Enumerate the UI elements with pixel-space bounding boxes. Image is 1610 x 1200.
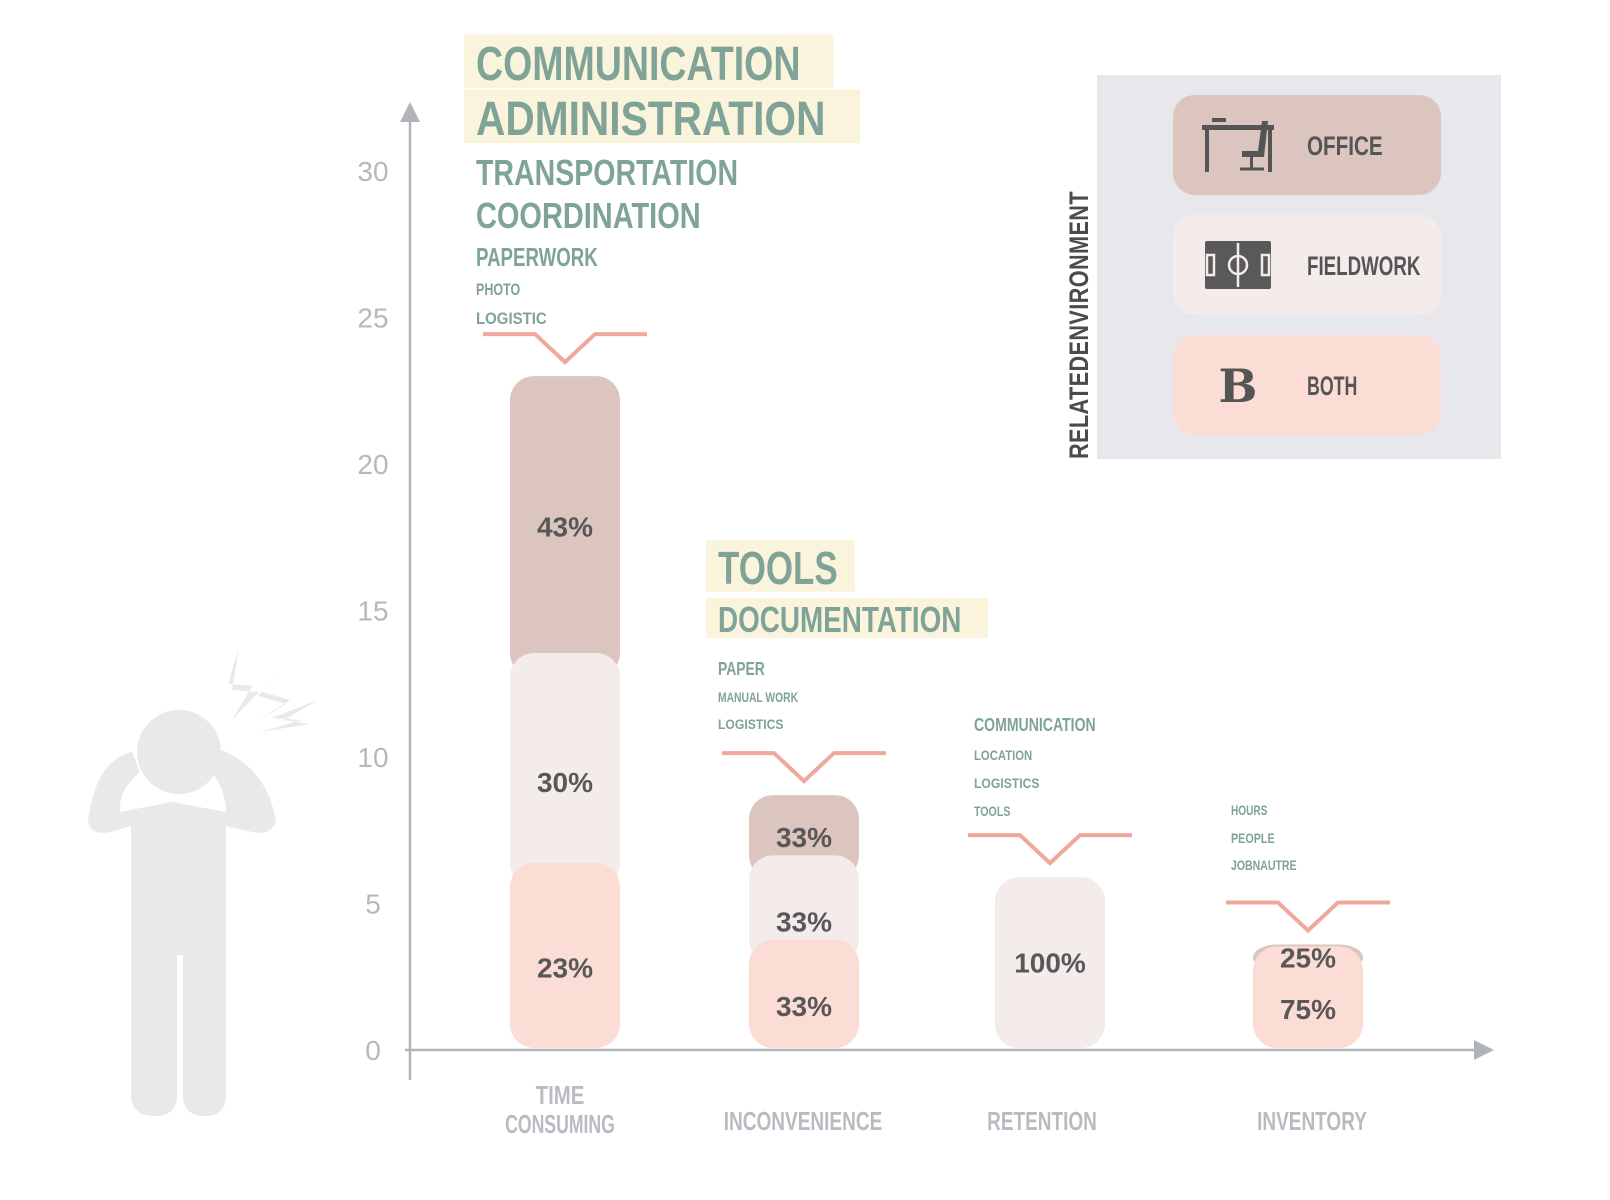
keyword-label: LOGISTICS bbox=[974, 775, 1040, 791]
y-tick-label: 25 bbox=[357, 303, 388, 334]
field-pitch-icon bbox=[1205, 241, 1271, 289]
keyword-label: HOURS bbox=[1231, 802, 1267, 818]
svg-text:B: B bbox=[1219, 359, 1258, 413]
bar-segment-field bbox=[995, 877, 1105, 1048]
category-label: RETENTION bbox=[987, 1106, 1097, 1136]
legend-item-label: BOTH bbox=[1307, 371, 1357, 401]
keyword-label: PAPER bbox=[718, 659, 765, 679]
segment-percent-label: 23% bbox=[537, 953, 593, 984]
category-label: CONSUMING bbox=[505, 1109, 615, 1139]
y-ticks: 0 5 10 15 20 25 30 bbox=[357, 156, 388, 1066]
y-axis-arrow bbox=[400, 102, 420, 122]
keyword-label: COMMUNICATION bbox=[476, 38, 800, 91]
segment-percent-label: 25% bbox=[1280, 942, 1336, 973]
keyword-label: COORDINATION bbox=[476, 195, 701, 236]
category-label: TIME bbox=[536, 1080, 585, 1110]
keyword-lists: COMMUNICATIONADMINISTRATIONTRANSPORTATIO… bbox=[464, 34, 1297, 873]
keyword-label: ADMINISTRATION bbox=[476, 93, 825, 146]
keyword-highlight bbox=[706, 540, 855, 592]
bar-segment-office bbox=[510, 376, 620, 678]
legend-item-field: FIELDWORK bbox=[1173, 215, 1441, 315]
segment-percent-label: 100% bbox=[1014, 948, 1086, 979]
keyword-label: PHOTO bbox=[476, 280, 520, 299]
legend: RELATEDENVIRONMENT OFFICE FIELDWORK B BOTH bbox=[1064, 75, 1501, 459]
y-tick-label: 5 bbox=[365, 889, 381, 920]
keyword-label: DOCUMENTATION bbox=[718, 599, 961, 640]
segment-percent-label: 33% bbox=[776, 907, 832, 938]
keyword-label: COMMUNICATION bbox=[974, 715, 1096, 735]
bold-b-icon: B bbox=[1219, 359, 1258, 413]
bar-segment-field bbox=[510, 653, 620, 888]
bar-bracket bbox=[968, 833, 1132, 866]
legend-item-both: B BOTH bbox=[1173, 335, 1441, 435]
bar-segment-both bbox=[1253, 946, 1363, 1048]
bar-bracket bbox=[483, 332, 647, 365]
legend-swatch bbox=[1173, 215, 1441, 315]
bar-bracket bbox=[722, 751, 886, 784]
category-label: INVENTORY bbox=[1257, 1106, 1367, 1136]
keyword-highlight bbox=[706, 597, 989, 639]
bar-segment-both bbox=[510, 863, 620, 1048]
office-desk-chair-icon bbox=[1202, 118, 1274, 172]
keyword-label: TRANSPORTATION bbox=[476, 152, 738, 193]
brackets bbox=[483, 332, 1390, 934]
segment-percent-label: 33% bbox=[776, 991, 832, 1022]
stressed-person-icon bbox=[88, 648, 318, 1116]
segment-percent-label: 30% bbox=[537, 767, 593, 798]
legend-item-office: OFFICE bbox=[1173, 95, 1441, 195]
keyword-label: TOOLS bbox=[718, 542, 838, 594]
keyword-highlight bbox=[464, 89, 861, 144]
bar-bracket bbox=[1226, 900, 1390, 934]
x-axis-arrow bbox=[1474, 1040, 1494, 1060]
y-tick-label: 30 bbox=[357, 156, 388, 187]
legend-title: RELATEDENVIRONMENT bbox=[1064, 191, 1094, 459]
keyword-label: LOGISTIC bbox=[476, 309, 547, 328]
keyword-label: MANUAL WORK bbox=[718, 689, 798, 705]
keyword-label: PEOPLE bbox=[1231, 830, 1275, 846]
keyword-highlight bbox=[464, 34, 834, 89]
category-label: INCONVENIENCE bbox=[724, 1106, 883, 1136]
legend-item-label: FIELDWORK bbox=[1307, 251, 1421, 281]
bars: 23% 30% 43% 33% 33% 33% 100% 75% 25% bbox=[510, 376, 1363, 1048]
keyword-label: JOBNAUTRE bbox=[1231, 857, 1297, 873]
y-tick-label: 0 bbox=[365, 1035, 381, 1066]
segment-percent-label: 33% bbox=[776, 822, 832, 853]
keyword-label: PAPERWORK bbox=[476, 242, 598, 272]
keyword-label: LOGISTICS bbox=[718, 716, 784, 732]
y-tick-label: 20 bbox=[357, 449, 388, 480]
keyword-label: LOCATION bbox=[974, 747, 1032, 763]
bar-segment-field bbox=[749, 855, 859, 964]
bar-segment-both bbox=[749, 939, 859, 1048]
y-tick-label: 15 bbox=[357, 596, 388, 627]
legend-swatch bbox=[1173, 335, 1441, 435]
segment-percent-label: 43% bbox=[537, 512, 593, 543]
keyword-label: TOOLS bbox=[974, 803, 1010, 819]
y-tick-label: 10 bbox=[357, 742, 388, 773]
segment-percent-label: 75% bbox=[1280, 994, 1336, 1025]
legend-item-label: OFFICE bbox=[1307, 131, 1383, 161]
axes bbox=[400, 102, 1494, 1080]
